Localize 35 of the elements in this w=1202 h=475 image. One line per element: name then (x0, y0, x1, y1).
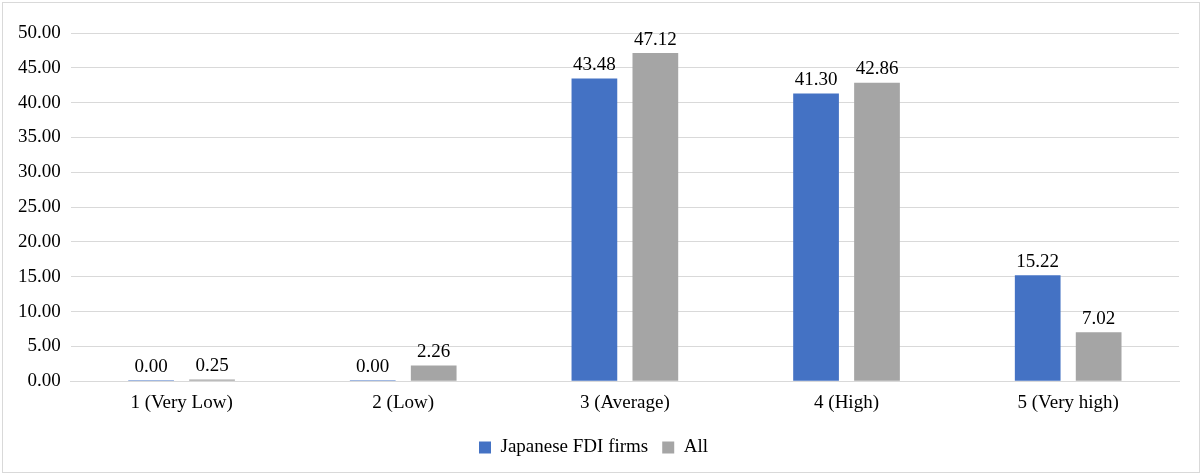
x-tick-label: 1 (Very Low) (130, 390, 233, 413)
data-label: 7.02 (1082, 306, 1116, 328)
y-tick-label: 45.00 (18, 55, 61, 77)
data-label: 42.86 (855, 57, 899, 79)
data-label: 0.00 (134, 354, 168, 376)
legend-label: All (683, 435, 709, 457)
y-tick-label: 0.00 (27, 369, 61, 391)
y-tick-label: 5.00 (27, 334, 61, 356)
data-label: 15.22 (1016, 249, 1060, 271)
y-tick-label: 40.00 (18, 90, 61, 112)
x-tick-label: 3 (Average) (579, 390, 670, 413)
bar (793, 93, 839, 381)
data-label: 41.30 (794, 68, 838, 90)
x-tick-label: 2 (Low) (372, 390, 435, 413)
bar (632, 53, 679, 381)
legend-label: Japanese FDI firms (500, 435, 649, 457)
y-tick-label: 20.00 (18, 229, 61, 251)
bar (1075, 332, 1122, 381)
y-tick-label: 10.00 (18, 299, 61, 321)
bar (410, 365, 457, 381)
y-tick-label: 50.00 (18, 20, 61, 42)
x-tick-label: 5 (Very high) (1017, 390, 1119, 413)
y-tick-label: 35.00 (18, 125, 61, 147)
bar (1014, 275, 1061, 381)
bar (571, 78, 618, 381)
y-tick-label: 30.00 (18, 160, 61, 182)
data-label: 0.25 (195, 353, 229, 375)
x-tick-label: 4 (High) (814, 390, 879, 413)
bar (854, 82, 900, 381)
y-tick-label: 15.00 (18, 264, 61, 286)
y-tick-label: 25.00 (18, 195, 61, 217)
data-label: 47.12 (633, 27, 677, 49)
data-label: 0.00 (356, 354, 390, 376)
data-label: 43.48 (573, 52, 616, 74)
data-label: 2.26 (417, 339, 451, 361)
